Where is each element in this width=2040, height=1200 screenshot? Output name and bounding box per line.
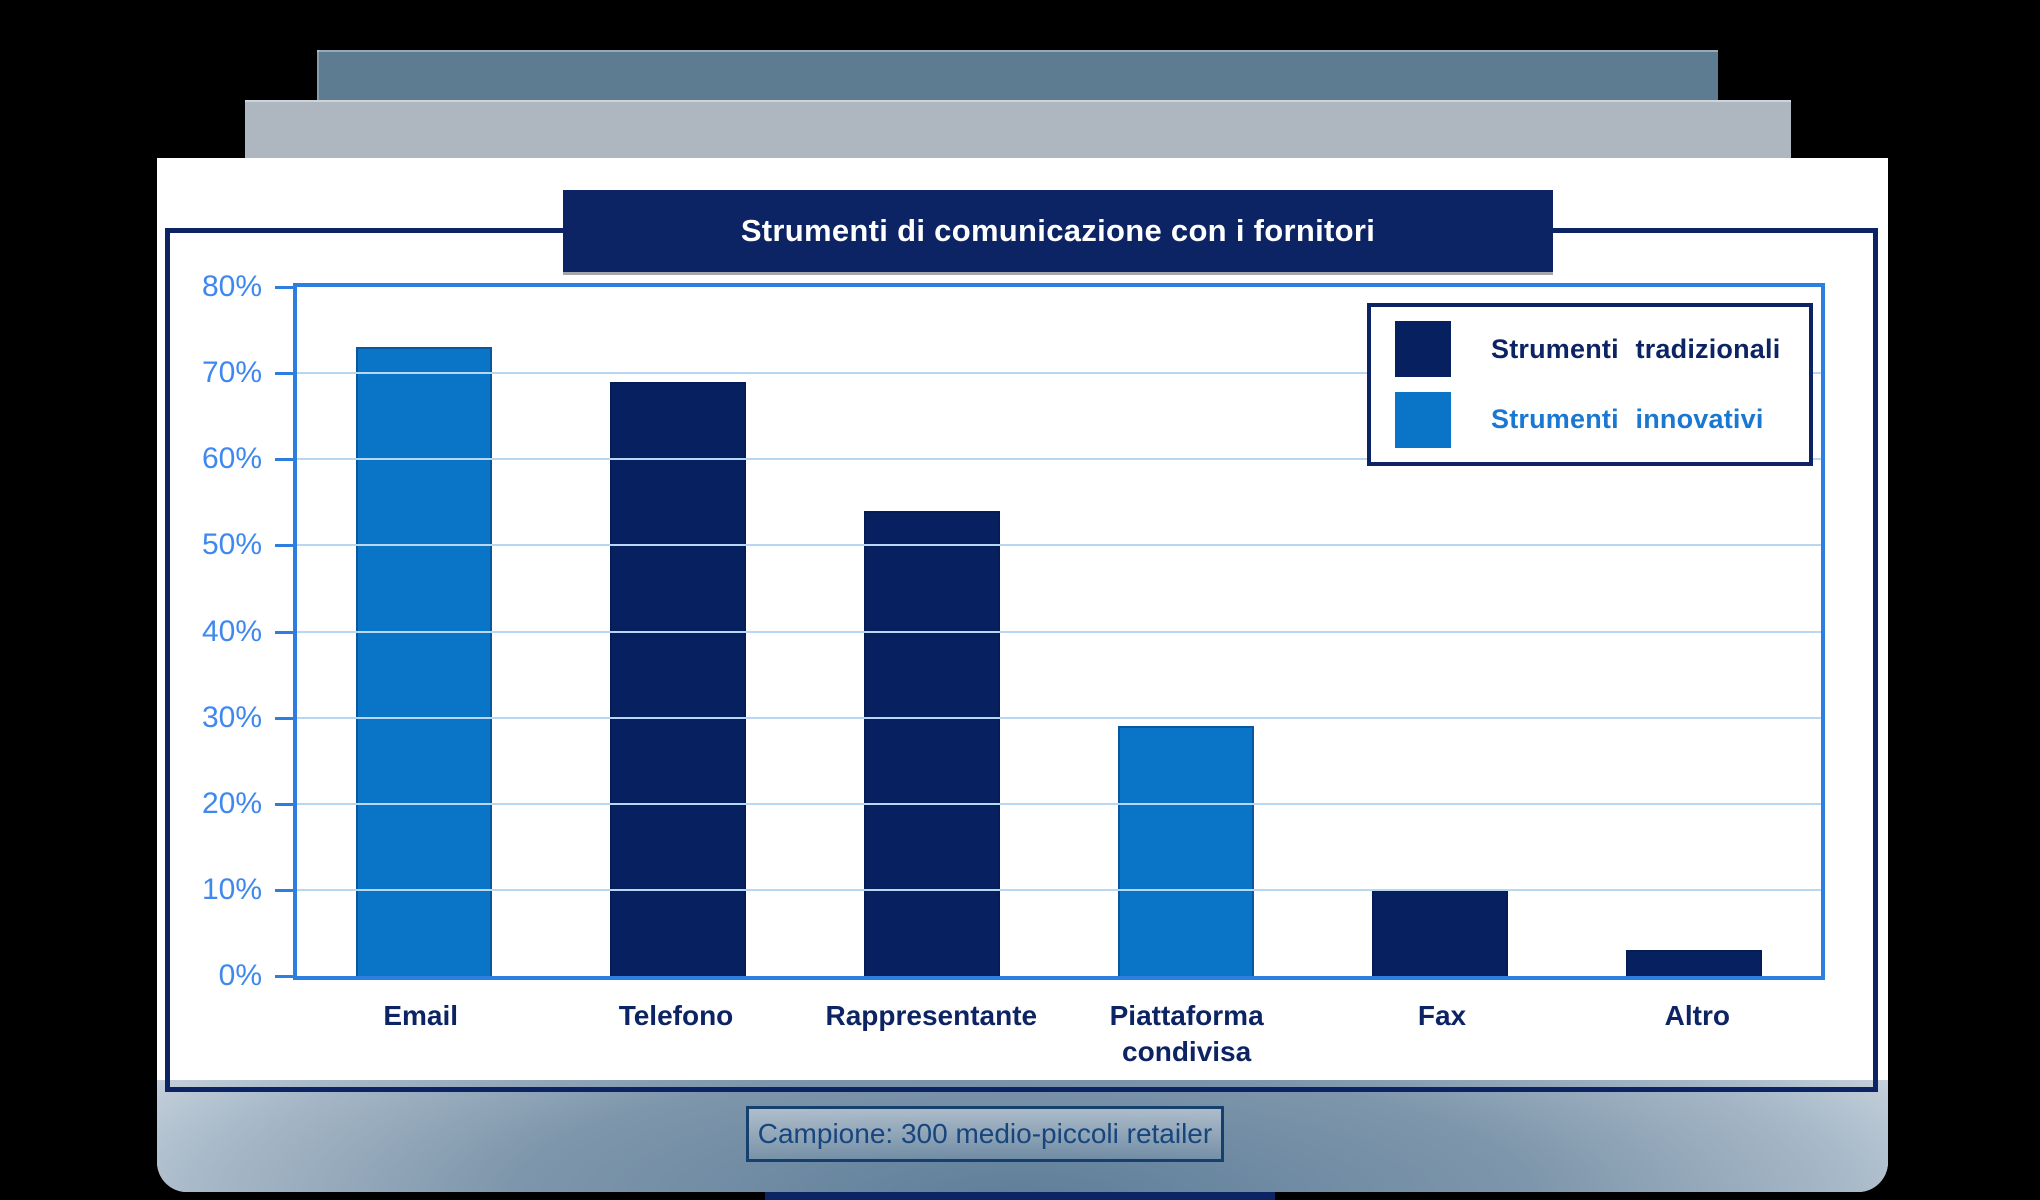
- plot-area: 0% 10% 20% 30% 40% 50% 60% 70% 80%: [202, 272, 1825, 991]
- gridline-10%: [297, 888, 1821, 891]
- chart-title: Strumenti di comunicazione con i fornito…: [740, 213, 1376, 248]
- legend-label-innovativi: Strumenti innovativi: [1491, 404, 1764, 435]
- bar-piattaforma-condivisa: [1118, 726, 1254, 976]
- x-axis-label-fax: Fax: [1417, 1000, 1467, 1031]
- bar-altro: [1626, 950, 1762, 976]
- y-axis-tick-40%: [275, 630, 293, 634]
- bar-slot-piattaforma-condivisa: [1059, 287, 1313, 976]
- y-axis-label-70%: 70%: [201, 356, 262, 390]
- stacked-slide-edge-second: [245, 100, 1791, 160]
- chart-title-banner: Strumenti di comunicazione con i fornito…: [563, 190, 1553, 272]
- x-axis-label-piattaforma-condivisa: Piattaforma condivisa: [1109, 1000, 1264, 1068]
- legend-item-innovativi: Strumenti innovativi: [1395, 391, 1809, 448]
- x-axis-labels: Email Telefono Rappresentante Piattaforma c…: [293, 998, 1825, 1071]
- y-axis-label-80%: 80%: [201, 270, 262, 303]
- y-axis-label-50%: 50%: [201, 528, 262, 562]
- bar-slot-email: [297, 287, 551, 976]
- bar-slot-fax: [1313, 287, 1567, 976]
- legend-label-tradizionali: Strumenti tradizionali: [1491, 333, 1781, 364]
- bar-email: [356, 347, 492, 976]
- bar-slot-rappresentante: [805, 287, 1059, 976]
- y-axis-label-0%: 0%: [218, 959, 262, 992]
- y-axis-tick-60%: [275, 458, 293, 462]
- gridline-60%: [297, 458, 1821, 461]
- bar-telefono: [610, 381, 746, 976]
- gridline-40%: [297, 630, 1821, 633]
- y-axis-tick-10%: [275, 888, 293, 892]
- legend: Strumenti tradizionali Strumenti innovat…: [1367, 303, 1813, 466]
- gridline-70%: [297, 372, 1821, 375]
- y-axis-tick-30%: [275, 716, 293, 720]
- bars-layer: [297, 287, 1821, 976]
- y-axis-tick-0%: [275, 975, 293, 978]
- legend-swatch-innovativi: [1395, 391, 1451, 448]
- y-axis-label-20%: 20%: [201, 786, 262, 820]
- y-axis-tick-20%: [275, 802, 293, 806]
- sample-caption-text: Campione: 300 medio-piccoli retailer: [757, 1118, 1213, 1149]
- y-axis-tick-80%: [275, 286, 293, 289]
- y-axis-tick-50%: [275, 544, 293, 548]
- bar-rappresentante: [864, 510, 1000, 976]
- slide-bottom-shadow: [157, 1080, 1888, 1192]
- x-axis-label-rappresentante: Rappresentante: [825, 1000, 1038, 1031]
- y-axis-label-40%: 40%: [201, 614, 262, 648]
- x-axis-label-altro: Altro: [1664, 1000, 1730, 1031]
- bar-fax: [1372, 889, 1508, 976]
- x-axis-label-email: Email: [383, 1000, 459, 1031]
- legend-item-tradizionali: Strumenti tradizionali: [1395, 321, 1809, 378]
- gridline-20%: [297, 802, 1821, 805]
- bar-slot-altro: [1567, 287, 1821, 976]
- gridline-30%: [297, 716, 1821, 719]
- stacked-slide-edge-top: [317, 50, 1718, 103]
- x-axis-label-telefono: Telefono: [618, 1000, 734, 1031]
- y-axis-label-10%: 10%: [201, 872, 262, 906]
- y-axis-tick-70%: [275, 372, 293, 376]
- bar-slot-telefono: [551, 287, 805, 976]
- y-axis-label-60%: 60%: [201, 442, 262, 476]
- y-axis-label-30%: 30%: [201, 700, 262, 734]
- sample-caption-box: Campione: 300 medio-piccoli retailer: [746, 1106, 1224, 1162]
- legend-swatch-tradizionali: [1395, 321, 1451, 378]
- gridline-50%: [297, 544, 1821, 547]
